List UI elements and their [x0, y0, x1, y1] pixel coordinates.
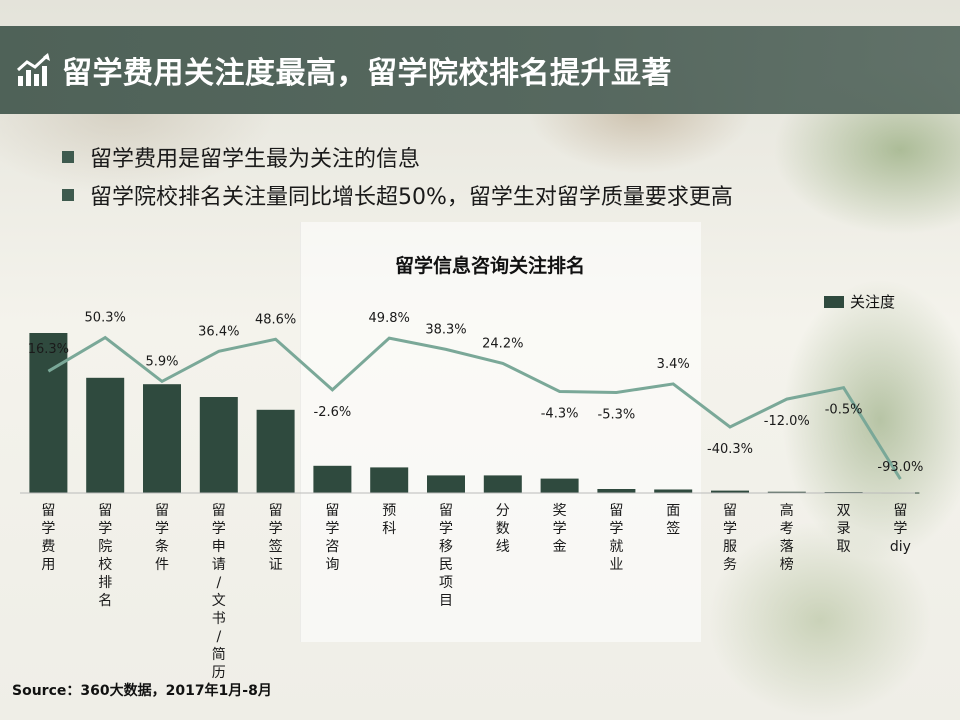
growth-data-label: 5.9%	[145, 354, 178, 369]
bullet-text: 留学费用是留学生最为关注的信息	[90, 147, 421, 172]
category-label: 留学移民项目	[439, 503, 453, 609]
bar	[29, 333, 68, 493]
bar	[654, 489, 693, 493]
category-label: 奖学金	[553, 502, 567, 555]
growth-data-label: 3.4%	[657, 357, 690, 372]
growth-data-label: -2.6%	[314, 405, 352, 420]
growth-data-label: 50.3%	[85, 311, 126, 326]
category-label: 留学 diy	[890, 503, 911, 555]
bullet-item: 留学费用是留学生最为关注的信息	[62, 138, 733, 176]
growth-data-label: 36.4%	[198, 324, 239, 339]
growth-data-label: -93.0%	[877, 460, 923, 475]
bar	[199, 397, 238, 493]
growth-data-label: 49.8%	[369, 311, 410, 326]
bar	[370, 467, 409, 493]
source-note: Source：360大数据，2017年1月-8月	[12, 683, 272, 699]
bullet-item: 留学院校排名关注量同比增长超50%，留学生对留学质量要求更高	[62, 176, 733, 214]
bar	[540, 478, 579, 493]
category-label: 留学签证	[269, 503, 283, 573]
category-label: 预科	[382, 503, 396, 537]
category-label: 留学院校排名	[98, 503, 112, 609]
legend-swatch	[824, 296, 844, 308]
growth-data-label: 48.6%	[255, 312, 296, 327]
legend-label: 关注度	[850, 293, 895, 311]
category-label: 留学服务	[723, 503, 737, 573]
bar	[483, 475, 522, 493]
bar	[313, 465, 352, 493]
title-bar: 留学费用关注度最高，留学院校排名提升显著	[0, 26, 960, 114]
background-paper	[300, 222, 701, 642]
chart-title: 留学信息咨询关注排名	[395, 254, 585, 277]
category-label: 留学咨询	[325, 503, 339, 573]
category-label: 高考落榜	[780, 502, 794, 573]
category-label: 留学费用	[41, 503, 55, 573]
bar	[767, 491, 806, 493]
bullet-square-icon	[62, 151, 74, 163]
growth-data-label: 38.3%	[425, 322, 466, 337]
growth-data-label: -40.3%	[707, 442, 753, 457]
growth-data-label: -4.3%	[541, 406, 579, 421]
bar	[86, 377, 125, 493]
growth-chart-icon	[17, 53, 50, 86]
growth-line	[47, 335, 902, 480]
bar	[597, 489, 636, 493]
bar	[256, 409, 295, 493]
category-label: 留学条件	[155, 503, 169, 573]
growth-data-label: -0.5%	[825, 403, 863, 418]
category-label: 分数线	[496, 503, 510, 555]
category-label: 双录取	[837, 503, 851, 555]
bar	[143, 384, 181, 493]
category-label: 留学就业	[609, 503, 623, 573]
category-label: 留学申请/文书/简历	[212, 503, 226, 681]
growth-data-label: 16.3%	[28, 342, 69, 357]
growth-data-label: 24.2%	[482, 336, 523, 351]
growth-data-label: -12.0%	[764, 414, 810, 429]
bar	[427, 475, 465, 493]
growth-data-label: -5.3%	[598, 407, 636, 422]
bullet-square-icon	[62, 189, 74, 201]
category-label: 面签	[666, 503, 680, 537]
bullet-list: 留学费用是留学生最为关注的信息 留学院校排名关注量同比增长超50%，留学生对留学…	[62, 138, 733, 214]
bar	[711, 490, 749, 493]
bullet-text: 留学院校排名关注量同比增长超50%，留学生对留学质量要求更高	[90, 185, 733, 210]
page-title: 留学费用关注度最高，留学院校排名提升显著	[62, 56, 672, 91]
